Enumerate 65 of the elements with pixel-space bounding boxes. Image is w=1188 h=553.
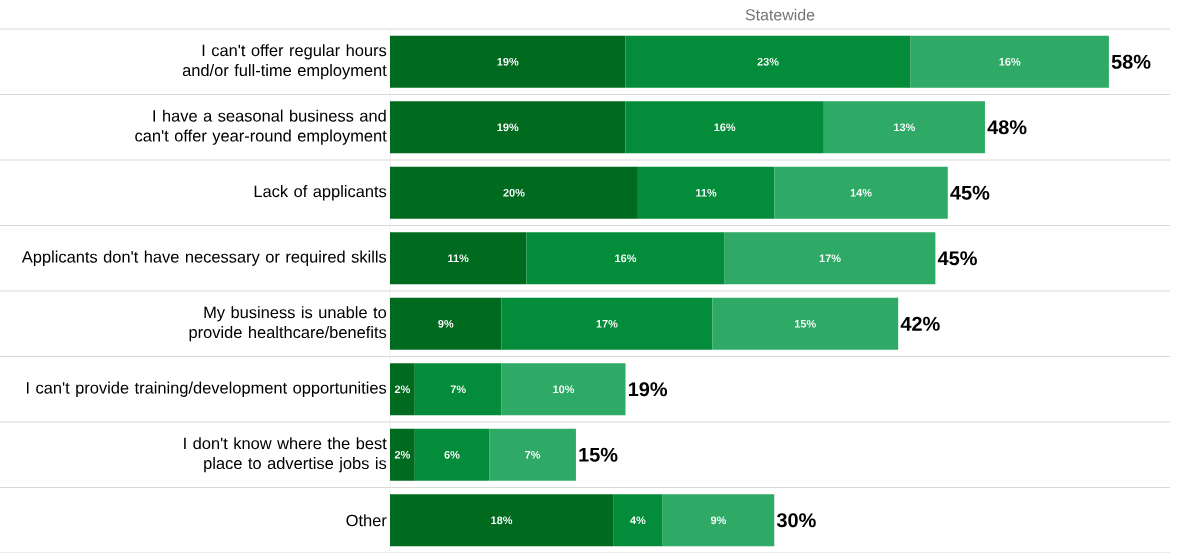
- data-label: 17%: [819, 254, 841, 263]
- bar: [390, 101, 626, 154]
- data-label: 4%: [630, 516, 646, 525]
- total-label: 45%: [937, 251, 977, 266]
- data-label: 11%: [696, 188, 717, 197]
- data-label: 19%: [497, 123, 519, 132]
- data-label: 9%: [438, 319, 454, 328]
- total-label: 45%: [950, 185, 990, 200]
- total-label: 48%: [987, 120, 1027, 135]
- bar: [390, 428, 415, 481]
- bar: [390, 363, 415, 416]
- data-label: 20%: [503, 188, 525, 197]
- y-tick-label: I don't know where the best place to advertise jobs is: [184, 437, 387, 473]
- bar: [712, 297, 899, 350]
- bar: [414, 428, 490, 481]
- bar: [390, 35, 626, 88]
- total-label: 30%: [776, 513, 816, 528]
- y-tick-label: Lack of applicants: [254, 185, 387, 201]
- y-tick-label: My business is unable to provide healthcare/benefits: [189, 306, 387, 342]
- data-label: 18%: [491, 516, 513, 525]
- y-tick-label: I have a seasonal business and can't offer year-round employment: [135, 109, 387, 145]
- data-label: 19%: [497, 57, 519, 66]
- bar: [625, 101, 824, 154]
- data-label: 13%: [894, 123, 916, 132]
- total-label: 58%: [1111, 54, 1151, 69]
- bar: [526, 232, 725, 285]
- bar: [390, 297, 502, 350]
- data-label: 17%: [596, 319, 618, 328]
- data-label: 7%: [525, 450, 541, 459]
- bar: [637, 166, 775, 219]
- bar: [390, 494, 614, 547]
- total-label: 19%: [628, 382, 668, 397]
- data-label: 16%: [714, 123, 736, 132]
- bar: [489, 428, 576, 481]
- data-label: 6%: [444, 450, 460, 459]
- data-label: 14%: [850, 188, 872, 197]
- bar: [501, 297, 713, 350]
- y-tick-label: Applicants don't have necessary or required skills: [21, 250, 387, 266]
- data-label: 16%: [615, 254, 637, 263]
- bar: [390, 166, 638, 219]
- bar: [414, 363, 502, 416]
- total-label: 15%: [579, 447, 618, 462]
- bar: [724, 232, 936, 285]
- bar: [501, 363, 626, 416]
- y-tick-label: I can't provide training/development opportunities: [26, 381, 387, 397]
- total-label: 42%: [900, 316, 940, 331]
- y-tick-label: I can't offer regular hours and/or full-time employment: [182, 44, 387, 80]
- bar: [613, 494, 663, 547]
- chart-title: Statewide: [745, 8, 815, 21]
- bar: [662, 494, 775, 547]
- bar: [774, 166, 948, 219]
- bar: [823, 101, 985, 154]
- data-label: 2%: [394, 450, 411, 459]
- y-tick-label: Other: [346, 514, 387, 527]
- data-label: 15%: [794, 319, 816, 328]
- data-label: 11%: [448, 254, 469, 263]
- bar: [625, 35, 911, 88]
- data-label: 7%: [450, 385, 466, 394]
- data-label: 10%: [553, 385, 575, 394]
- data-label: 2%: [394, 385, 411, 394]
- data-label: 16%: [999, 57, 1021, 66]
- bar: [390, 232, 527, 285]
- data-label: 23%: [757, 57, 779, 66]
- data-label: 9%: [710, 516, 727, 525]
- bar: [910, 35, 1109, 88]
